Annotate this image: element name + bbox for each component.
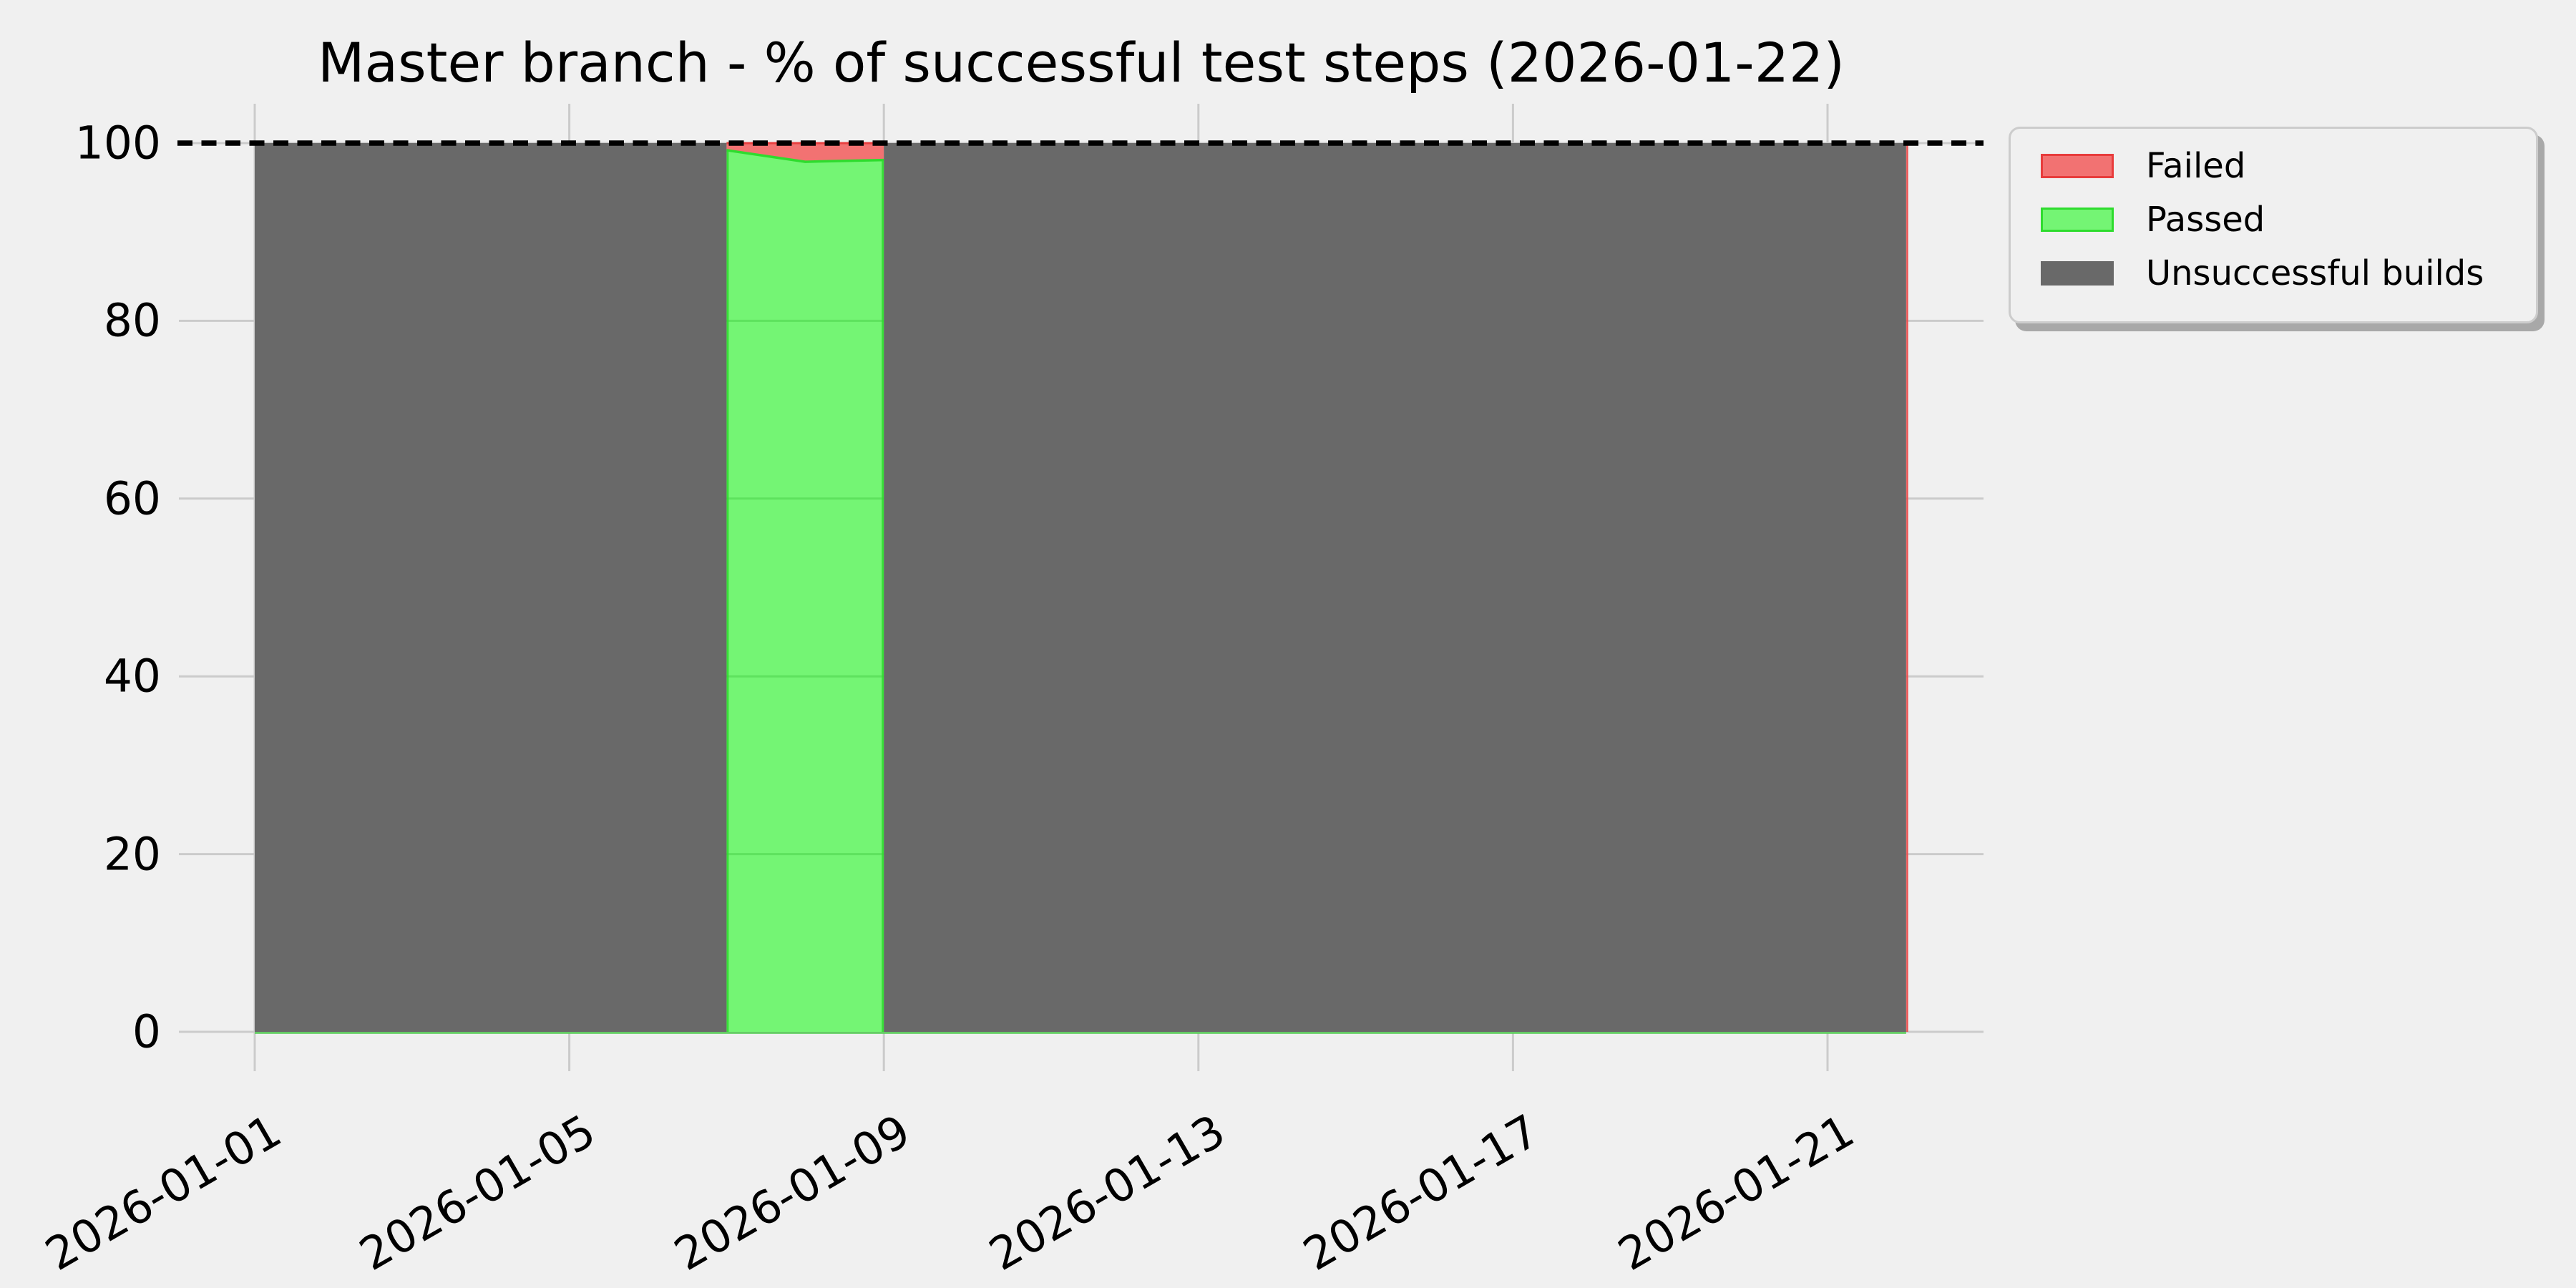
legend-item-failed: Failed bbox=[2041, 149, 2514, 183]
legend-label-unsuccessful-builds: Unsuccessful builds bbox=[2146, 253, 2484, 293]
area-unsuccessful-1 bbox=[884, 143, 1906, 1032]
y-tick-label-100: 100 bbox=[74, 117, 161, 170]
legend-swatch-passed bbox=[2041, 207, 2114, 232]
area-unsuccessful-0 bbox=[255, 143, 727, 1032]
legend-item-passed: Passed bbox=[2041, 203, 2514, 237]
area-failed bbox=[726, 143, 884, 162]
y-tick-label-20: 20 bbox=[103, 828, 161, 881]
legend-swatch-unsuccessful-builds bbox=[2041, 260, 2114, 286]
legend-label-failed: Failed bbox=[2146, 145, 2246, 186]
y-tick-label-0: 0 bbox=[132, 1005, 161, 1058]
legend-label-passed: Passed bbox=[2146, 199, 2265, 240]
area-passed bbox=[726, 150, 884, 1032]
legend-swatch-failed bbox=[2041, 153, 2114, 178]
legend-item-unsuccessful-builds: Unsuccessful builds bbox=[2041, 256, 2514, 291]
edge-passed-top bbox=[726, 149, 884, 163]
y-tick-label-60: 60 bbox=[103, 472, 161, 525]
legend-box: Failed Passed Unsuccessful builds bbox=[2009, 127, 2538, 323]
y-tick-label-80: 80 bbox=[103, 294, 161, 347]
chart-title: Master branch - % of successful test ste… bbox=[317, 31, 1845, 94]
y-tick-label-40: 40 bbox=[103, 650, 161, 703]
